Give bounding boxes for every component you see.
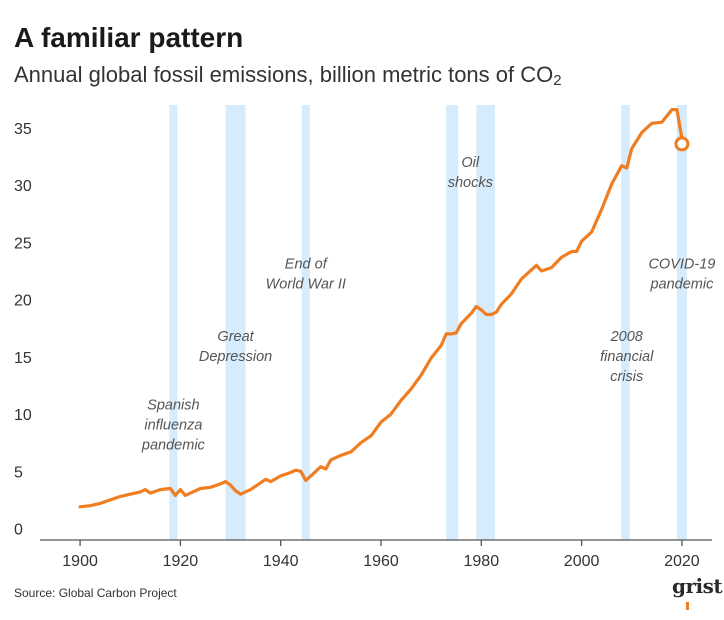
subtitle-text: Annual global fossil emissions, billion … (14, 62, 554, 87)
grist-logo: grist (672, 574, 723, 598)
y-axis: 0 5 10 15 20 25 30 35 (14, 121, 32, 539)
series-group (78, 107, 690, 509)
shaded-band-4 (446, 105, 459, 540)
y-tick-label-10: 10 (14, 407, 32, 424)
chart-subtitle: Annual global fossil emissions, billion … (14, 62, 562, 89)
highlight-point-2020 (674, 136, 690, 152)
x-tick-label-1980: 1980 (464, 553, 500, 570)
shaded-band-7 (676, 105, 687, 540)
annotation-4-line-1: Oil (461, 155, 480, 171)
annotations: Spanish influenza pandemic Great Depression E… (141, 155, 715, 454)
shaded-band-3 (301, 105, 310, 540)
x-tick-label-1960: 1960 (363, 553, 399, 570)
y-tick-label-0: 0 (14, 522, 23, 539)
y-tick-label-25: 25 (14, 235, 32, 252)
annotation-5: 2008 financial crisis (600, 329, 654, 385)
annotation-1-line-1: Spanish (147, 398, 199, 414)
annotation-3-line-2: World War II (266, 277, 346, 293)
x-tick-label-1920: 1920 (163, 553, 199, 570)
annotation-6-line-1: COVID-19 (648, 257, 715, 273)
y-tick-label-30: 30 (14, 178, 32, 195)
annotation-1: Spanish influenza pandemic (141, 398, 206, 454)
annotation-2-line-1: Great (217, 329, 254, 345)
y-tick-label-20: 20 (14, 293, 32, 310)
annotation-1-line-3: pandemic (141, 438, 206, 454)
subtitle-subscript: 2 (553, 72, 562, 89)
x-tick-label-1900: 1900 (62, 553, 98, 570)
annotation-2-line-2: Depression (199, 349, 272, 365)
annotation-5-line-1: 2008 (610, 329, 643, 345)
annotation-6-line-2: pandemic (649, 277, 714, 293)
series-line-1 (78, 107, 684, 509)
annotation-5-line-3: crisis (610, 369, 643, 385)
annotation-6: COVID-19 pandemic (648, 257, 715, 293)
x-tick-label-2000: 2000 (564, 553, 600, 570)
y-tick-label-15: 15 (14, 350, 32, 367)
annotation-5-line-2: financial (600, 349, 654, 365)
annotation-4: Oil shocks (448, 155, 493, 191)
chart-title: A familiar pattern (14, 22, 244, 53)
logo-accent (686, 602, 689, 610)
source-note: Source: Global Carbon Project (14, 586, 177, 600)
shaded-periods (169, 105, 687, 540)
x-axis: 1900 1920 1940 1960 1980 2000 2020 (40, 539, 712, 570)
shaded-band-1 (169, 105, 178, 540)
shaded-band-6 (621, 105, 630, 540)
x-tick-label-2020: 2020 (664, 553, 700, 570)
x-tick-label-1940: 1940 (263, 553, 299, 570)
shaded-band-2 (225, 105, 246, 540)
shaded-band-5 (476, 105, 495, 540)
annotation-2: Great Depression (199, 329, 272, 365)
annotation-3: End of World War II (266, 257, 346, 293)
annotation-3-line-1: End of (285, 257, 329, 273)
y-tick-label-35: 35 (14, 121, 32, 138)
annotation-4-line-2: shocks (448, 175, 493, 191)
y-tick-label-5: 5 (14, 464, 23, 481)
annotation-1-line-2: influenza (144, 418, 202, 434)
